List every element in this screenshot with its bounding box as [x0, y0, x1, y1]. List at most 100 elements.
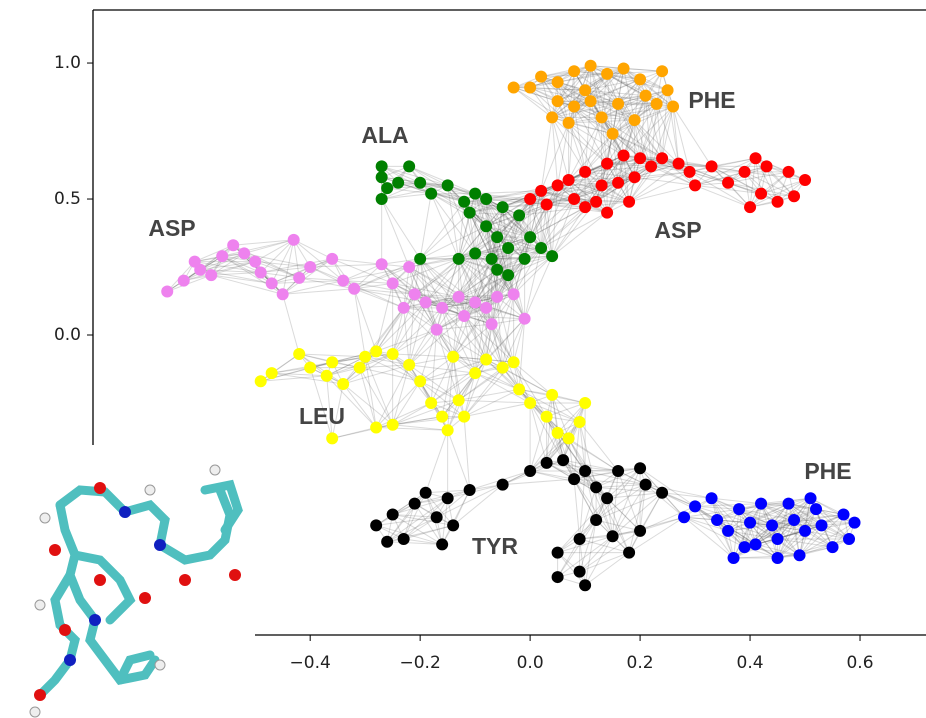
point	[590, 514, 602, 526]
point	[541, 198, 553, 210]
point	[486, 318, 498, 330]
y-tick-label: 0.5	[54, 189, 81, 209]
edge	[525, 256, 552, 319]
point	[590, 196, 602, 208]
point	[706, 492, 718, 504]
point	[326, 356, 338, 368]
point	[552, 547, 564, 559]
point	[601, 207, 613, 219]
point	[480, 302, 492, 314]
point	[436, 411, 448, 423]
point	[634, 73, 646, 85]
point	[585, 60, 597, 72]
point	[541, 411, 553, 423]
point	[766, 519, 778, 531]
point	[601, 492, 613, 504]
point	[425, 188, 437, 200]
point	[805, 492, 817, 504]
point	[497, 362, 509, 374]
point	[744, 517, 756, 529]
point	[849, 517, 861, 529]
point	[453, 394, 465, 406]
point	[640, 90, 652, 102]
point	[480, 353, 492, 365]
point	[464, 207, 476, 219]
point	[249, 256, 261, 268]
point	[596, 179, 608, 191]
edge	[283, 240, 294, 294]
atom	[139, 592, 151, 604]
point	[634, 525, 646, 537]
x-tick-label: 0.6	[846, 653, 873, 673]
edge	[382, 199, 420, 259]
point	[398, 533, 410, 545]
point	[607, 530, 619, 542]
point	[337, 275, 349, 287]
point	[376, 258, 388, 270]
point	[750, 538, 762, 550]
point	[321, 370, 333, 382]
point	[376, 171, 388, 183]
point	[574, 533, 586, 545]
edge	[459, 389, 519, 400]
point	[409, 288, 421, 300]
point	[491, 264, 503, 276]
point	[579, 579, 591, 591]
point	[376, 160, 388, 172]
point	[370, 345, 382, 357]
atom	[30, 707, 40, 717]
point	[502, 269, 514, 281]
point	[409, 498, 421, 510]
point	[755, 188, 767, 200]
point	[546, 389, 558, 401]
point	[728, 552, 740, 564]
point	[579, 465, 591, 477]
point	[161, 285, 173, 297]
point	[623, 547, 635, 559]
point	[618, 150, 630, 162]
point	[524, 82, 536, 94]
point	[535, 242, 547, 254]
point	[552, 76, 564, 88]
point	[799, 174, 811, 186]
point	[563, 174, 575, 186]
point	[420, 487, 432, 499]
point	[733, 503, 745, 515]
point	[464, 484, 476, 496]
cluster-label: ASP	[654, 217, 701, 243]
point	[497, 479, 509, 491]
x-tick-label: 0.4	[737, 653, 764, 673]
point	[739, 166, 751, 178]
edge	[464, 417, 469, 490]
edge	[343, 264, 381, 280]
edge	[360, 368, 393, 425]
point	[326, 253, 338, 265]
cluster-label: ASP	[148, 215, 195, 241]
point	[387, 419, 399, 431]
y-tick-label: 1.0	[54, 53, 81, 73]
edge	[426, 430, 448, 493]
edge	[376, 381, 420, 427]
point	[480, 220, 492, 232]
point	[513, 209, 525, 221]
point	[579, 201, 591, 213]
atom	[179, 574, 191, 586]
point	[579, 166, 591, 178]
point	[612, 177, 624, 189]
point	[491, 231, 503, 243]
atom	[64, 654, 76, 666]
point	[552, 571, 564, 583]
point	[546, 111, 558, 123]
x-tick-label: −0.2	[400, 653, 441, 673]
point	[546, 250, 558, 262]
point	[563, 117, 575, 129]
point	[436, 302, 448, 314]
point	[579, 84, 591, 96]
point	[634, 462, 646, 474]
point	[359, 351, 371, 363]
point	[194, 264, 206, 276]
atom	[34, 689, 46, 701]
point	[255, 266, 267, 278]
point	[618, 62, 630, 74]
point	[552, 95, 564, 107]
